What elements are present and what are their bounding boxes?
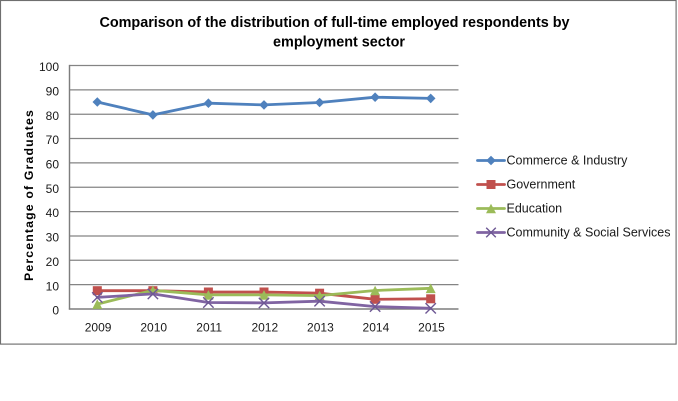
svg-text:2011: 2011 (196, 321, 222, 335)
svg-text:Percentage of Graduates: Percentage of Graduates (22, 109, 36, 281)
svg-text:Commerce & Industry: Commerce & Industry (507, 154, 629, 168)
svg-text:Community & Social Services: Community & Social Services (507, 226, 671, 240)
svg-text:40: 40 (46, 206, 60, 220)
svg-text:50: 50 (46, 182, 60, 196)
svg-text:Comparison of the distribution: Comparison of the distribution of full-t… (99, 15, 569, 31)
svg-text:70: 70 (46, 133, 60, 147)
svg-text:2013: 2013 (307, 321, 334, 335)
svg-text:30: 30 (46, 231, 60, 245)
svg-text:employment sector: employment sector (273, 35, 405, 51)
svg-text:2012: 2012 (251, 321, 278, 335)
svg-text:2015: 2015 (418, 321, 445, 335)
svg-text:Government: Government (507, 178, 576, 192)
svg-text:2010: 2010 (140, 321, 167, 335)
svg-text:90: 90 (46, 84, 60, 98)
svg-text:0: 0 (52, 304, 59, 318)
svg-text:2009: 2009 (85, 321, 112, 335)
svg-text:80: 80 (46, 109, 60, 123)
svg-text:20: 20 (46, 255, 60, 269)
svg-text:2014: 2014 (363, 321, 390, 335)
svg-text:Education: Education (507, 202, 563, 216)
svg-text:60: 60 (46, 158, 60, 172)
svg-text:100: 100 (39, 60, 59, 74)
svg-text:10: 10 (46, 279, 60, 293)
